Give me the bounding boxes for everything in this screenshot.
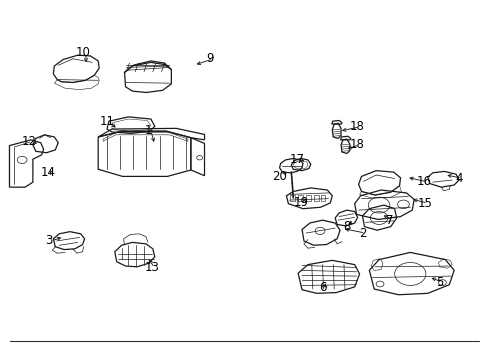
Text: 17: 17 [289,153,304,166]
Bar [320,195,325,201]
Text: 4: 4 [454,172,462,185]
Bar [298,195,303,201]
Text: 6: 6 [318,281,325,294]
Text: 15: 15 [417,197,431,210]
Text: 7: 7 [385,214,393,227]
Text: 12: 12 [21,135,37,148]
Text: 19: 19 [293,196,308,209]
Text: 14: 14 [41,166,56,179]
Bar [290,195,295,201]
Text: 18: 18 [348,121,364,134]
Text: 16: 16 [416,175,430,188]
Text: 9: 9 [206,52,214,65]
Text: 18: 18 [348,138,364,151]
Text: 10: 10 [75,46,90,59]
Text: 5: 5 [435,276,442,289]
Bar [305,195,310,201]
Text: 1: 1 [144,124,151,137]
Text: 13: 13 [144,261,159,274]
Text: 3: 3 [45,234,52,247]
Text: 11: 11 [99,116,114,129]
Bar [313,195,318,201]
Text: 20: 20 [272,170,286,183]
Text: 2: 2 [358,226,366,239]
Text: 8: 8 [343,220,350,233]
